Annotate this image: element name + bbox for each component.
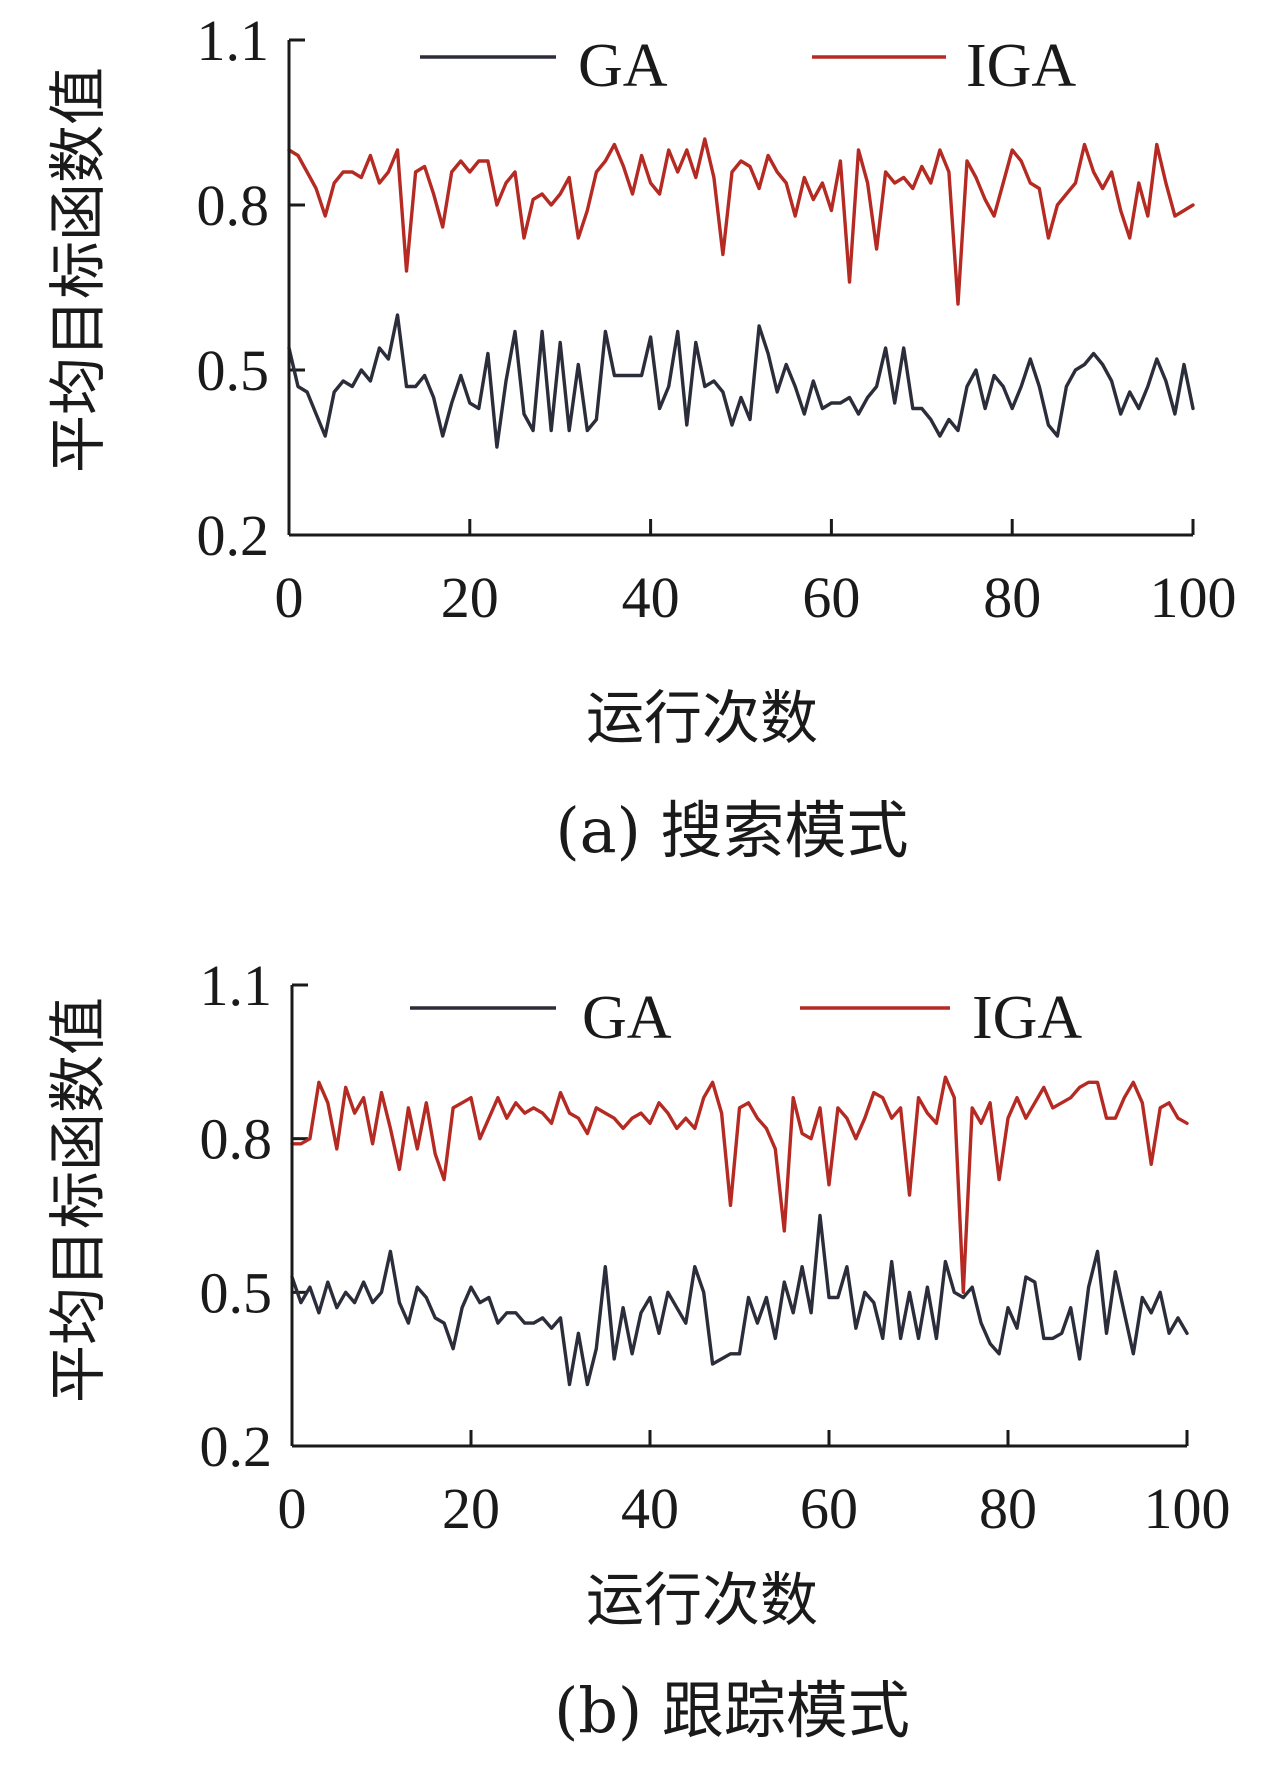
legend-label-iga: IGA <box>972 984 1082 1052</box>
panel-b-x-tick-label: 60 <box>800 1476 858 1541</box>
panel-a-search-mode: 平均目标函数值 0.2 0.5 0.8 1.1 0 20 40 60 80 100 GA IGA… <box>44 8 1237 867</box>
panel-b-x-tick-label: 100 <box>1144 1476 1231 1541</box>
panel-a-y-axis-title: 平均目标函数值 <box>44 67 112 473</box>
panel-a-x-axis-title: 运行次数 <box>586 684 818 752</box>
panel-b-tracking-mode: 平均目标函数值 0.2 0.5 0.8 1.1 0 20 40 60 80 100 GA IGA… <box>44 953 1231 1747</box>
panel-a-series-line-iga <box>287 137 1195 306</box>
panel-b-y-tick-label: 0.5 <box>200 1260 273 1325</box>
panel-b-x-tick-label: 0 <box>278 1476 307 1541</box>
panel-a-y-tick-label: 0.2 <box>197 503 270 568</box>
panel-a-caption: (a) 搜索模式 <box>555 794 908 867</box>
panel-a-x-tick-label: 100 <box>1150 565 1237 630</box>
panel-a-legend: GA IGA <box>420 32 1076 100</box>
panel-b-caption: (b) 跟踪模式 <box>554 1674 910 1747</box>
panel-b-y-axis-title: 平均目标函数值 <box>44 997 112 1403</box>
panel-b-x-tick-label: 40 <box>621 1476 679 1541</box>
legend-label-ga: GA <box>582 984 672 1052</box>
legend-label-ga: GA <box>578 32 668 100</box>
panel-b-x-tick-label: 20 <box>442 1476 500 1541</box>
panel-b-x-axis-title: 运行次数 <box>586 1566 818 1634</box>
panel-a-y-tick-label: 0.8 <box>197 173 270 238</box>
panel-a-x-tick-label: 60 <box>802 565 860 630</box>
panel-b-y-tick-label: 0.8 <box>200 1107 273 1172</box>
panel-b-series-line-iga <box>290 1075 1189 1294</box>
panel-b-series-line-ga <box>290 1213 1189 1387</box>
panel-b-legend: GA IGA <box>410 984 1082 1052</box>
panel-a-x-tick-label: 20 <box>441 565 499 630</box>
panel-b-y-tick-label: 1.1 <box>200 953 273 1018</box>
panel-a-x-tick-label: 80 <box>983 565 1041 630</box>
panel-a-series-line-ga <box>287 313 1195 449</box>
panel-a-y-tick-label: 0.5 <box>197 338 270 403</box>
legend-label-iga: IGA <box>966 32 1076 100</box>
panel-a-x-tick-label: 40 <box>622 565 680 630</box>
panel-a-y-tick-label: 1.1 <box>197 8 270 73</box>
panel-b-y-tick-label: 0.2 <box>200 1414 273 1479</box>
panel-a-x-tick-label: 0 <box>275 565 304 630</box>
panel-b-x-tick-label: 80 <box>979 1476 1037 1541</box>
